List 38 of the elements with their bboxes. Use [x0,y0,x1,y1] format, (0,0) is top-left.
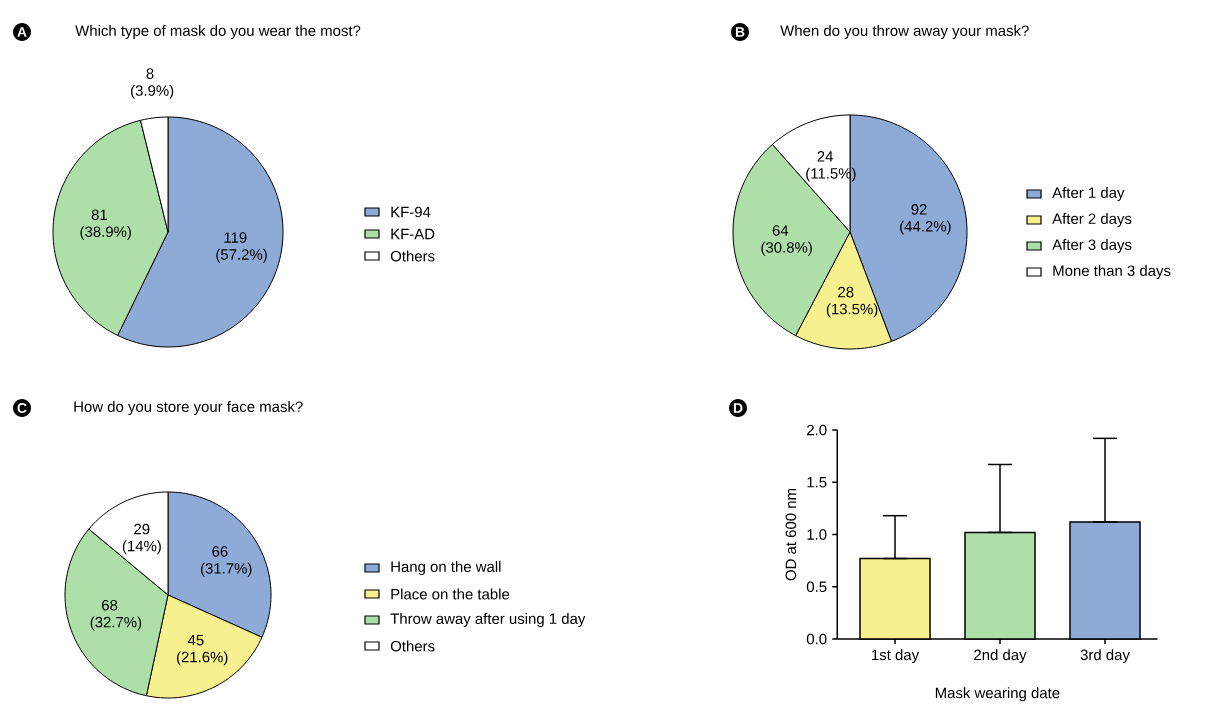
text: A [17,27,27,37]
chart-title: How do you store your face mask? [74,401,303,415]
x-tick-label: 3rd day [1080,649,1130,664]
legend-label: KF-AD [391,228,435,240]
x-axis-title: Mask wearing date [935,687,1060,702]
y-tick-label: 1.0 [807,529,827,540]
data-label: 64 (30.8%) [761,225,812,256]
text: D [733,403,743,413]
legend-label: After 1 day [1052,187,1125,201]
text: B [735,27,745,37]
y-tick-label: 0.0 [806,633,827,645]
data-label: 66 (31.7%) [200,546,252,577]
x-tick-label: 1st day [872,649,920,664]
data-label: 29 (14%) [122,523,161,555]
legend-label: KF-94 [391,206,431,218]
x-tick-label: 2nd day [974,649,1027,664]
legend-label: Hang on the wall [391,561,501,575]
legend-label: Place on the table [391,588,510,600]
text: C [17,403,27,413]
data-label: 8 (3.9%) [131,68,174,99]
data-label: 45 (21.6%) [176,634,228,666]
data-label: 68 (32.7%) [90,599,142,631]
chart-title: Which type of mask do you wear the most? [75,25,361,39]
legend-label: After 2 days [1052,213,1132,227]
data-label: 28 (13.5%) [826,286,878,318]
legend-label: Others [390,250,435,262]
y-tick-label: 0.5 [806,581,827,593]
legend-label: After 3 days [1052,239,1132,253]
chart-title: When do you throw away your mask? [780,25,1029,39]
legend-label: Others [390,640,435,652]
y-tick-label: 1.5 [807,477,827,488]
data-label: 119 (57.2%) [216,232,267,263]
data-label: 81 (38.9%) [80,209,131,240]
y-tick-label: 2.0 [807,424,827,436]
y-axis-title: OD at 600 nm [785,489,797,581]
legend-label: Mone than 3 days [1053,265,1171,279]
data-label: 92 (44.2%) [900,204,951,235]
legend-label: Throw away after using 1 day [390,613,586,627]
